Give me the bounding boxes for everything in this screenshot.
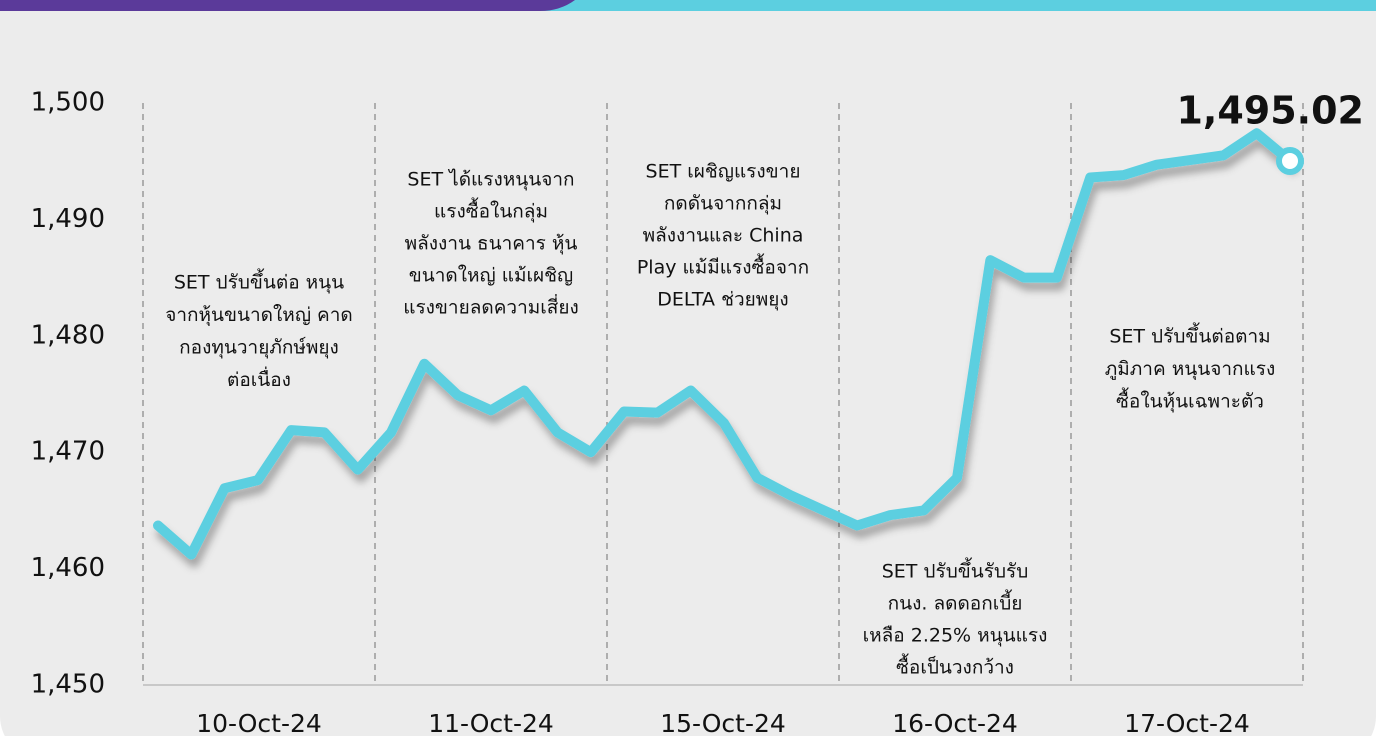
annotation: กดดันจากกลุ่ม — [664, 193, 782, 216]
annotation: SET ได้แรงหนุนจาก — [407, 169, 574, 192]
annotation: SET ปรับขึ้นต่อตาม — [1109, 323, 1270, 348]
x-tick-label: 11-Oct-24 — [428, 709, 554, 736]
annotation: แรงซื้อในกลุ่ม — [434, 198, 548, 224]
y-tick-label: 1,500 — [31, 88, 105, 118]
annotation: DELTA ช่วยพยุง — [657, 289, 788, 312]
annotation: ซื้อในหุ้นเฉพาะตัว — [1116, 388, 1264, 414]
annotation: จากหุ้นขนาดใหญ่ คาด — [165, 304, 353, 327]
y-tick-label: 1,460 — [31, 553, 105, 583]
annotation: เหลือ 2.25% หนุนแรง — [863, 625, 1048, 648]
annotation: ต่อเนื่อง — [227, 366, 291, 391]
annotation: พลังงานและ China — [643, 225, 804, 247]
price-line — [153, 128, 1295, 560]
annotation: SET ปรับขึ้นต่อ หนุน — [174, 269, 344, 295]
end-marker — [1276, 146, 1304, 175]
annotation: กนง. ลดดอกเบี้ย — [888, 590, 1023, 615]
y-tick-label: 1,450 — [31, 670, 105, 700]
annotation: กองทุนวายุภักษ์พยุง — [179, 337, 339, 360]
x-tick-label: 17-Oct-24 — [1124, 709, 1250, 736]
y-tick-label: 1,470 — [31, 437, 105, 467]
annotation: ขนาดใหญ่ แม้เผชิญ — [409, 265, 574, 287]
top-bar-purple — [0, 0, 575, 11]
annotation: SET ปรับขึ้นรับรับ — [882, 558, 1029, 583]
day-dividers — [142, 103, 1304, 685]
x-tick-label: 10-Oct-24 — [196, 709, 322, 736]
x-tick-label: 16-Oct-24 — [892, 709, 1018, 736]
annotation: แรงขายลดความเสี่ยง — [403, 294, 579, 319]
annotation: SET เผชิญแรงขาย — [646, 161, 801, 183]
y-tick-label: 1,480 — [31, 320, 105, 350]
top-bar-cyan — [0, 0, 1376, 11]
annotation: ภูมิภาค หนุนจากแรง — [1105, 358, 1276, 381]
y-tick-label: 1,490 — [31, 204, 105, 234]
end-label: 1,495.02 — [1176, 88, 1364, 132]
x-tick-label: 15-Oct-24 — [660, 709, 786, 736]
annotation: พลังงาน ธนาคาร หุ้น — [405, 233, 578, 256]
annotation: ซื้อเป็นวงกว้าง — [896, 654, 1014, 679]
annotation: Play แม้มีแรงซื้อจาก — [637, 254, 809, 279]
